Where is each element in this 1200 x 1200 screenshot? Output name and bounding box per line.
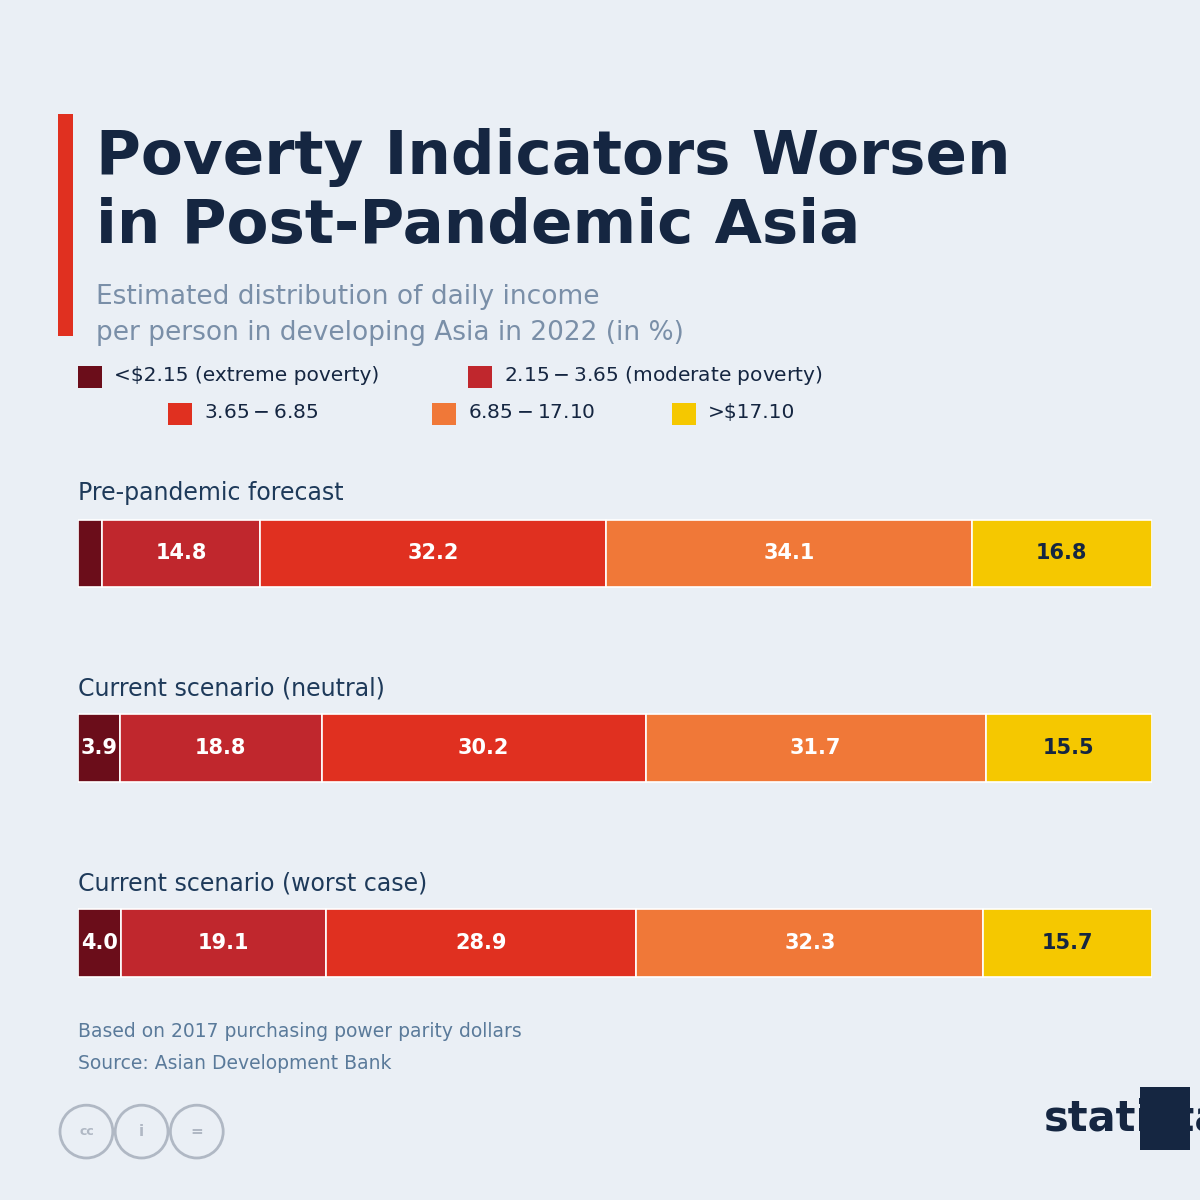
Bar xyxy=(260,520,606,587)
Text: cc: cc xyxy=(79,1126,94,1138)
Bar xyxy=(606,520,972,587)
Text: in Post-Pandemic Asia: in Post-Pandemic Asia xyxy=(96,197,860,256)
Bar xyxy=(120,714,322,782)
Text: 32.2: 32.2 xyxy=(408,544,458,563)
Text: Current scenario (worst case): Current scenario (worst case) xyxy=(78,871,427,895)
Text: Poverty Indicators Worsen: Poverty Indicators Worsen xyxy=(96,128,1010,187)
Bar xyxy=(78,520,102,587)
Text: 19.1: 19.1 xyxy=(198,934,250,953)
Text: 15.5: 15.5 xyxy=(1043,738,1094,758)
Text: $3.65-$6.85: $3.65-$6.85 xyxy=(204,403,318,422)
Bar xyxy=(322,714,646,782)
Text: $6.85-$17.10: $6.85-$17.10 xyxy=(468,403,595,422)
Bar xyxy=(646,714,985,782)
Text: 4.0: 4.0 xyxy=(82,934,118,953)
Bar xyxy=(121,910,326,977)
Text: 15.7: 15.7 xyxy=(1042,934,1093,953)
Text: <$2.15 (extreme poverty): <$2.15 (extreme poverty) xyxy=(114,366,379,385)
Text: i: i xyxy=(139,1124,144,1139)
Text: 34.1: 34.1 xyxy=(763,544,815,563)
Bar xyxy=(983,910,1152,977)
Text: per person in developing Asia in 2022 (in %): per person in developing Asia in 2022 (i… xyxy=(96,320,684,347)
Bar xyxy=(78,910,121,977)
Text: Current scenario (neutral): Current scenario (neutral) xyxy=(78,677,385,701)
Text: 3.9: 3.9 xyxy=(80,738,118,758)
Text: 31.7: 31.7 xyxy=(790,738,841,758)
Text: 30.2: 30.2 xyxy=(458,738,509,758)
Text: Based on 2017 purchasing power parity dollars: Based on 2017 purchasing power parity do… xyxy=(78,1022,522,1042)
Text: =: = xyxy=(191,1124,203,1139)
Bar xyxy=(102,520,260,587)
Text: 18.8: 18.8 xyxy=(196,738,246,758)
Text: 32.3: 32.3 xyxy=(785,934,835,953)
Text: 14.8: 14.8 xyxy=(155,544,206,563)
Text: Estimated distribution of daily income: Estimated distribution of daily income xyxy=(96,284,600,311)
Text: >$17.10: >$17.10 xyxy=(708,403,796,422)
Bar xyxy=(985,714,1152,782)
Text: 16.8: 16.8 xyxy=(1036,544,1087,563)
Text: Source: Asian Development Bank: Source: Asian Development Bank xyxy=(78,1054,391,1073)
Text: 28.9: 28.9 xyxy=(456,934,508,953)
Text: $2.15-$3.65 (moderate poverty): $2.15-$3.65 (moderate poverty) xyxy=(504,364,822,388)
Text: statista: statista xyxy=(1044,1097,1200,1140)
Text: Pre-pandemic forecast: Pre-pandemic forecast xyxy=(78,481,343,505)
Bar xyxy=(636,910,983,977)
Bar xyxy=(972,520,1152,587)
Bar xyxy=(78,714,120,782)
Bar xyxy=(326,910,636,977)
